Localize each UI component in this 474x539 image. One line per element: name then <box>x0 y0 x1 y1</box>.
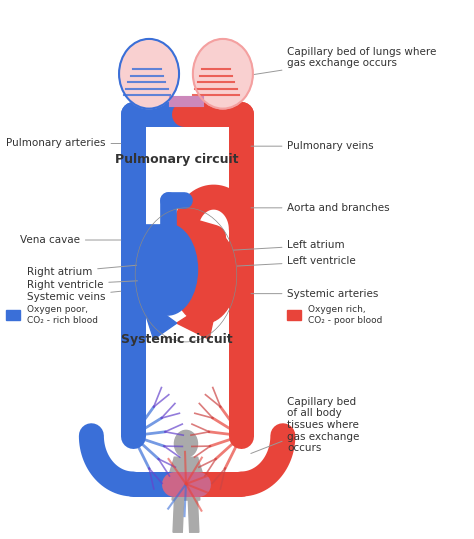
Text: Left atrium: Left atrium <box>226 240 345 251</box>
Polygon shape <box>188 500 199 532</box>
Text: Capillary bed
of all body
tissues where
gas exchange
occurs: Capillary bed of all body tissues where … <box>251 397 360 453</box>
Ellipse shape <box>119 39 179 109</box>
Polygon shape <box>140 296 177 339</box>
Text: Systemic arteries: Systemic arteries <box>251 288 379 299</box>
Text: Pulmonary circuit: Pulmonary circuit <box>115 153 238 166</box>
Text: Aorta and branches: Aorta and branches <box>251 203 390 213</box>
Polygon shape <box>177 296 218 339</box>
Polygon shape <box>195 457 211 495</box>
Text: Left ventricle: Left ventricle <box>226 257 356 267</box>
Text: Oxygen rich,
CO₂ - poor blood: Oxygen rich, CO₂ - poor blood <box>308 306 383 325</box>
Text: Systemic circuit: Systemic circuit <box>121 333 233 345</box>
Text: Pulmonary arteries: Pulmonary arteries <box>6 139 121 148</box>
Circle shape <box>174 430 198 457</box>
Ellipse shape <box>137 224 198 315</box>
Polygon shape <box>173 500 183 532</box>
Text: Systemic veins: Systemic veins <box>27 291 121 302</box>
Ellipse shape <box>193 39 253 109</box>
Text: Pulmonary veins: Pulmonary veins <box>251 141 374 151</box>
Text: Right atrium: Right atrium <box>27 265 146 277</box>
Polygon shape <box>161 457 177 495</box>
Polygon shape <box>172 457 200 500</box>
Text: Capillary bed of lungs where
gas exchange occurs: Capillary bed of lungs where gas exchang… <box>244 47 437 76</box>
Text: Oxygen poor,
CO₂ - rich blood: Oxygen poor, CO₂ - rich blood <box>27 306 98 325</box>
Bar <box>288 310 301 321</box>
Text: Vena cavae: Vena cavae <box>20 235 121 245</box>
Ellipse shape <box>172 226 237 323</box>
Text: Right ventricle: Right ventricle <box>27 280 146 289</box>
Bar <box>6 310 20 321</box>
